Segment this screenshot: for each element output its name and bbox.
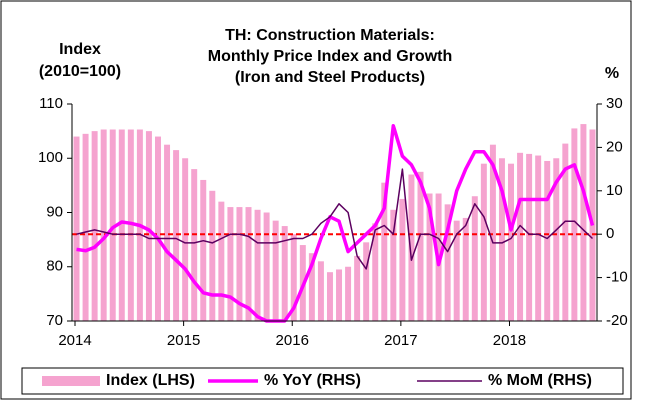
bar bbox=[498, 158, 505, 321]
x-tick-label: 2015 bbox=[167, 332, 200, 349]
bar bbox=[326, 272, 333, 321]
bar bbox=[336, 269, 343, 321]
chart-title: Monthly Price Index and Growth bbox=[208, 48, 452, 65]
bar bbox=[535, 155, 542, 321]
legend-label: % YoY (RHS) bbox=[264, 372, 361, 389]
bar bbox=[345, 266, 352, 321]
bar bbox=[272, 220, 279, 321]
bar bbox=[164, 144, 171, 321]
bar bbox=[553, 158, 560, 321]
y2-tick-label: 20 bbox=[606, 138, 623, 155]
y-axis-label: (2010=100) bbox=[39, 63, 121, 80]
bar bbox=[254, 209, 261, 321]
y-tick-label: 110 bbox=[39, 95, 63, 112]
y2-tick-label: 30 bbox=[606, 95, 623, 112]
bar bbox=[354, 255, 361, 321]
bar bbox=[444, 204, 451, 321]
bar bbox=[562, 143, 569, 321]
bar bbox=[100, 129, 107, 321]
bar bbox=[571, 128, 578, 321]
chart-title: (Iron and Steel Products) bbox=[235, 69, 425, 86]
bar bbox=[308, 253, 315, 321]
bar bbox=[209, 190, 216, 321]
y2-tick-label: 0 bbox=[606, 225, 614, 242]
bar bbox=[544, 160, 551, 321]
bar bbox=[372, 223, 379, 321]
bar bbox=[462, 217, 469, 321]
x-tick-label: 2017 bbox=[384, 332, 417, 349]
y-tick-label: 70 bbox=[46, 312, 63, 329]
y2-tick-label: -10 bbox=[606, 269, 628, 286]
bar bbox=[390, 209, 397, 321]
bar bbox=[263, 212, 270, 321]
bar bbox=[127, 129, 134, 321]
bar bbox=[399, 198, 406, 321]
legend-label: Index (LHS) bbox=[106, 372, 195, 389]
bar bbox=[173, 150, 180, 321]
bar bbox=[517, 152, 524, 321]
bar bbox=[200, 179, 207, 321]
bar bbox=[290, 234, 297, 321]
bar bbox=[118, 129, 125, 321]
bar bbox=[191, 169, 198, 321]
bar bbox=[508, 163, 514, 321]
y2-tick-label: 10 bbox=[606, 182, 623, 199]
legend-box bbox=[21, 367, 624, 395]
bar bbox=[109, 129, 116, 321]
bar bbox=[218, 201, 225, 321]
bar bbox=[526, 153, 533, 321]
x-tick-label: 2018 bbox=[493, 332, 526, 349]
bar bbox=[363, 242, 370, 321]
y-axis-label: Index bbox=[59, 41, 101, 58]
bar bbox=[155, 136, 161, 321]
chart-title: TH: Construction Materials: bbox=[225, 27, 435, 44]
bar bbox=[73, 136, 80, 321]
bar bbox=[245, 207, 252, 321]
bar bbox=[417, 171, 424, 321]
y2-axis-label: % bbox=[605, 65, 619, 82]
bar bbox=[82, 133, 89, 321]
bar bbox=[145, 131, 152, 321]
y-tick-label: 90 bbox=[46, 203, 63, 220]
y-tick-label: 80 bbox=[46, 258, 63, 275]
bar bbox=[580, 124, 587, 321]
bar bbox=[91, 131, 98, 321]
bar bbox=[182, 158, 189, 321]
bar bbox=[236, 207, 243, 321]
bar bbox=[317, 261, 324, 321]
bar bbox=[281, 226, 288, 321]
line-series bbox=[76, 123, 595, 323]
line-series bbox=[76, 168, 594, 270]
y-tick-label: 100 bbox=[38, 149, 63, 166]
bar bbox=[480, 163, 487, 321]
bar bbox=[489, 144, 496, 321]
x-tick-label: 2016 bbox=[276, 332, 309, 349]
bar bbox=[453, 220, 460, 321]
legend-swatch bbox=[42, 376, 100, 386]
bar bbox=[471, 196, 478, 321]
y2-tick-label: -20 bbox=[606, 312, 628, 329]
bar bbox=[381, 182, 388, 321]
bar bbox=[408, 174, 415, 321]
x-tick-label: 2014 bbox=[58, 332, 91, 349]
bar bbox=[426, 193, 433, 321]
legend-label: % MoM (RHS) bbox=[488, 372, 592, 389]
bar bbox=[227, 207, 234, 321]
